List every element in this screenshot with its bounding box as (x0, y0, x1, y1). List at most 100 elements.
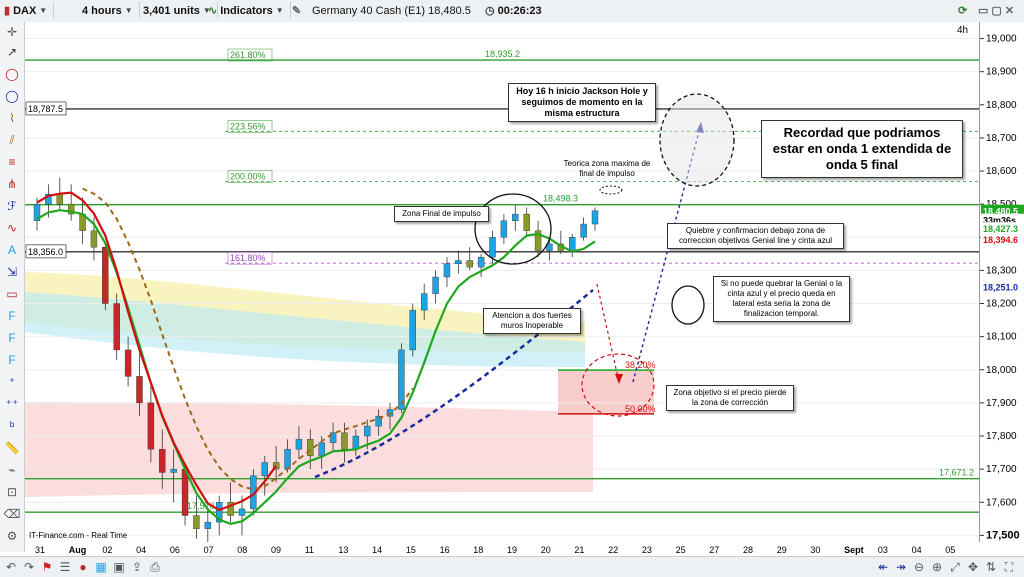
parallel-lines-icon[interactable]: ≡ (8, 155, 16, 169)
indicators-button[interactable]: ∿ Indicators ▼ (208, 2, 291, 19)
scroll-left-icon[interactable]: ↞ (877, 560, 889, 574)
timeframe-selector[interactable]: 4 hours ▼ (82, 2, 140, 19)
candle-body (500, 220, 508, 238)
print-icon[interactable]: ⎙ (150, 560, 160, 574)
scroll-right-icon[interactable]: ↠ (895, 560, 907, 574)
level-bottom-label: 17,671.2 (939, 468, 974, 478)
fullscreen-icon[interactable]: ⛶ (1004, 560, 1014, 574)
settings-icon[interactable]: ⚙ (6, 529, 18, 543)
delete-icon[interactable]: ⌫ (3, 507, 21, 521)
window-controls: ▭ ▢ ✕ (978, 2, 1014, 19)
candle-body (477, 256, 485, 268)
channel-icon[interactable]: ⫽ (9, 133, 15, 147)
data-source-label: IT-Finance.com - Real Time (29, 531, 128, 540)
candle-body (216, 502, 223, 523)
price-tick-label: 18,300 (986, 265, 1017, 276)
fit-icon[interactable]: ⤢ (950, 560, 960, 574)
fib-level-label: 223.56% (230, 121, 266, 131)
minimize-icon[interactable]: ▭ (978, 5, 989, 17)
level-low-left-label: 17,570 (187, 501, 215, 511)
target-ellipse (659, 93, 735, 187)
elliott-impulse-icon[interactable]: ⁺⁺ (5, 397, 19, 411)
price-tick-label: 18,000 (986, 365, 1017, 376)
annotation-onda: Recordad que podriamos estar en onda 1 e… (761, 120, 963, 178)
candle-body (124, 349, 132, 377)
refresh-button[interactable]: ⟳ (958, 2, 967, 19)
trendline-icon[interactable]: ↗ (6, 45, 18, 59)
grid-icon[interactable]: ▦ (95, 560, 107, 574)
time-tick-label: 11 (305, 545, 314, 555)
annotation-atencion: Atencion a dos fuertes muros Inoperable (483, 308, 581, 334)
layers-icon[interactable]: ☰ (59, 560, 71, 574)
last-price-tag-bg (981, 204, 1024, 217)
cursor-icon[interactable]: ✛ (6, 25, 18, 39)
camera-icon[interactable]: ▣ (113, 560, 125, 574)
close-icon[interactable]: ✕ (1004, 5, 1015, 17)
price-axis-svg: 17,500 17,600 17,700 17,800 17,900 18,000 18,1… (980, 34, 1024, 541)
text-icon[interactable]: A (7, 243, 16, 257)
arrow-icon[interactable]: ⇲ (6, 265, 18, 279)
time-tick-label: 03 (878, 545, 888, 555)
pitchfork-icon[interactable]: ⋔ (6, 177, 18, 191)
time-tick-label: 09 (271, 545, 281, 555)
pan-icon[interactable]: ✥ (967, 560, 979, 574)
clock-icon: ◷ (485, 5, 495, 17)
maximize-icon[interactable]: ▢ (991, 5, 1002, 17)
annotation-teorica: Teorica zona maxima de final de impulso (563, 159, 651, 178)
instrument-info: Germany 40 Cash (E1) 18,480.5 (312, 2, 471, 19)
level-top-label: 18,935.2 (485, 49, 520, 59)
ruler-icon[interactable]: 📏 (4, 441, 20, 455)
zoom-in-icon[interactable]: ⊕ (931, 560, 943, 574)
time-axis-svg: 31 Aug 02 04 06 07 08 09 11 13 14 15 16 18 19 20 21 22 23 2… (35, 545, 955, 555)
time-tick-label: 02 (102, 545, 112, 555)
elliott-icon[interactable]: ⁺ (8, 375, 16, 389)
price-axis[interactable]: 17,500 17,600 17,700 17,800 17,900 18,000 18,1… (979, 22, 1024, 542)
price-tick-label: 18,100 (986, 332, 1017, 343)
share-icon[interactable]: ⇪ (131, 560, 143, 574)
flag-icon[interactable]: ⚑ (41, 560, 53, 574)
brush-icon[interactable]: ⌇ (9, 111, 15, 125)
units-selector[interactable]: 3,401 units ▼ (143, 2, 218, 19)
drawing-tool-button[interactable]: ✎ (292, 2, 301, 19)
fib-retrace-icon[interactable]: F (8, 331, 16, 345)
level-c-tag-bg (981, 280, 1024, 293)
chart-area[interactable]: 261.80% 223.56% 200.00% 161.80% 38.20% 50.00%… (25, 22, 979, 546)
candle-body (90, 230, 98, 248)
fib-extension-icon[interactable]: F (8, 353, 16, 367)
fib-level-label: 200.00% (230, 172, 266, 182)
red-trend-line (36, 191, 277, 512)
fib-level-box (227, 120, 273, 133)
chevron-down-icon: ▼ (202, 6, 211, 15)
fibonacci-icon[interactable]: ℱ (7, 199, 17, 213)
redo-icon[interactable]: ↷ (23, 560, 35, 574)
objective-zone-ellipse (581, 353, 655, 417)
pencil-icon: ✎ (292, 5, 302, 17)
elliott-correction-icon[interactable]: ᵇ (9, 419, 15, 433)
price-tick-label: 19,000 (986, 34, 1017, 45)
fib-level-label: 261.80% (230, 50, 266, 60)
candle-body (261, 462, 268, 476)
record-icon[interactable]: ● (79, 560, 87, 574)
fib-fan-icon[interactable]: F (8, 309, 16, 323)
price-tick-label: 18,600 (986, 166, 1017, 177)
time-tick-label: 18 (473, 545, 483, 555)
wave-icon[interactable]: ∿ (6, 221, 18, 235)
zoom-out-icon[interactable]: ⊖ (913, 560, 925, 574)
rectangle-icon[interactable]: ▭ (6, 287, 18, 301)
chevron-down-icon: ▼ (124, 6, 133, 15)
symbol-selector[interactable]: ▮ DAX ▼ (4, 2, 55, 19)
time-tick-label: 23 (642, 545, 652, 555)
candle-body (580, 223, 587, 238)
compare-icon[interactable]: ⇅ (985, 560, 997, 574)
time-tick-label: Sept (844, 545, 864, 555)
red-projection-line (596, 283, 620, 383)
candle-body (409, 309, 416, 351)
circle-icon[interactable]: ◯ (5, 89, 19, 103)
undo-icon[interactable]: ↶ (5, 560, 17, 574)
magnet-icon[interactable]: ⌁ (8, 463, 16, 477)
ellipse-icon[interactable]: ◯ (5, 67, 19, 81)
time-tick-label: 04 (136, 545, 146, 555)
time-axis[interactable]: 31 Aug 02 04 06 07 08 09 11 13 14 15 16 18 19 20 21 22 23 2… (25, 542, 979, 556)
candle-body (113, 303, 120, 351)
lock-icon[interactable]: ⊡ (6, 485, 18, 499)
